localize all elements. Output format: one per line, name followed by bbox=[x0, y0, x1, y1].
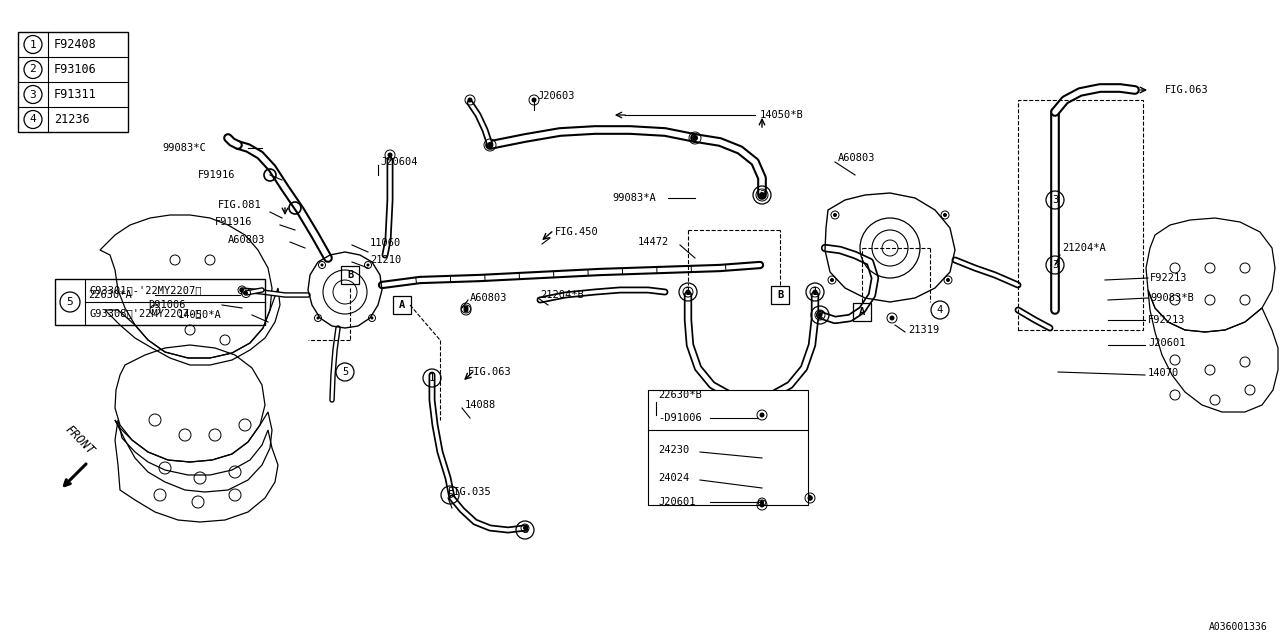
Text: 21236: 21236 bbox=[54, 113, 90, 126]
Text: FIG.063: FIG.063 bbox=[1165, 85, 1208, 95]
Text: 14088: 14088 bbox=[465, 400, 497, 410]
Bar bbox=[771, 286, 788, 304]
Text: F92213: F92213 bbox=[1149, 273, 1188, 283]
Circle shape bbox=[366, 264, 370, 266]
Text: 21319: 21319 bbox=[908, 325, 940, 335]
Text: 22630*A: 22630*A bbox=[88, 290, 132, 300]
Text: 14070: 14070 bbox=[1148, 368, 1179, 378]
Text: 14050*A: 14050*A bbox=[178, 310, 221, 320]
Text: 2: 2 bbox=[29, 65, 36, 74]
Text: FIG.035: FIG.035 bbox=[448, 487, 492, 497]
Text: 1: 1 bbox=[812, 287, 818, 297]
Text: FRONT: FRONT bbox=[63, 422, 97, 457]
Text: F93106: F93106 bbox=[54, 63, 97, 76]
Text: J20601: J20601 bbox=[1148, 338, 1185, 348]
Text: F92213: F92213 bbox=[1148, 315, 1185, 325]
Text: A60803: A60803 bbox=[838, 153, 876, 163]
Bar bbox=[1018, 100, 1143, 330]
Text: 99083*C: 99083*C bbox=[163, 143, 206, 153]
Text: 14050*B: 14050*B bbox=[760, 110, 804, 120]
Circle shape bbox=[244, 291, 248, 295]
Text: 2: 2 bbox=[759, 190, 765, 200]
Text: 22630*B: 22630*B bbox=[658, 390, 701, 400]
Circle shape bbox=[320, 264, 324, 266]
Text: -D91006: -D91006 bbox=[658, 413, 701, 423]
Text: 14472: 14472 bbox=[637, 237, 669, 247]
Circle shape bbox=[759, 192, 765, 198]
Circle shape bbox=[241, 288, 244, 292]
Text: F91311: F91311 bbox=[54, 88, 97, 101]
Text: 24230: 24230 bbox=[658, 445, 689, 455]
Text: D91006: D91006 bbox=[148, 300, 186, 310]
Circle shape bbox=[759, 413, 764, 417]
Circle shape bbox=[813, 289, 818, 294]
Text: 24024: 24024 bbox=[658, 473, 689, 483]
Circle shape bbox=[943, 213, 947, 217]
Text: 5: 5 bbox=[447, 490, 453, 500]
Text: 21210: 21210 bbox=[370, 255, 401, 265]
Text: 1: 1 bbox=[29, 40, 36, 49]
Circle shape bbox=[524, 526, 527, 530]
Text: F92408: F92408 bbox=[54, 38, 97, 51]
Circle shape bbox=[370, 317, 374, 319]
Bar bbox=[55, 279, 265, 325]
Text: G93301（-'22MY2207）: G93301（-'22MY2207） bbox=[90, 285, 201, 296]
Text: G93308（'22MY2207-）: G93308（'22MY2207-） bbox=[90, 308, 201, 319]
Text: 99083*A: 99083*A bbox=[612, 193, 655, 203]
Circle shape bbox=[486, 142, 493, 148]
Bar bbox=[393, 296, 411, 314]
Text: J20603: J20603 bbox=[538, 91, 575, 101]
Text: 1: 1 bbox=[429, 373, 435, 383]
Text: FIG.450: FIG.450 bbox=[556, 227, 599, 237]
Text: 3: 3 bbox=[29, 90, 36, 99]
Circle shape bbox=[316, 317, 320, 319]
Circle shape bbox=[946, 278, 950, 282]
Bar bbox=[648, 390, 808, 505]
Text: FIG.081: FIG.081 bbox=[218, 200, 261, 210]
Circle shape bbox=[808, 495, 813, 500]
Circle shape bbox=[759, 502, 764, 508]
Circle shape bbox=[890, 316, 895, 321]
Text: 1: 1 bbox=[685, 287, 691, 297]
Circle shape bbox=[760, 500, 764, 504]
Text: 3: 3 bbox=[522, 525, 529, 535]
Text: F91916: F91916 bbox=[215, 217, 252, 227]
Text: 3: 3 bbox=[1052, 260, 1059, 270]
Text: 4: 4 bbox=[937, 305, 943, 315]
Circle shape bbox=[833, 213, 837, 217]
Circle shape bbox=[829, 278, 835, 282]
Circle shape bbox=[531, 97, 536, 102]
Text: J20604: J20604 bbox=[380, 157, 417, 167]
Text: 21204*B: 21204*B bbox=[540, 290, 584, 300]
Text: 21204*A: 21204*A bbox=[1062, 243, 1106, 253]
Text: B: B bbox=[777, 290, 783, 300]
Text: 99083*B: 99083*B bbox=[1149, 293, 1194, 303]
Text: A: A bbox=[399, 300, 406, 310]
Bar bbox=[852, 303, 870, 321]
Text: 11060: 11060 bbox=[370, 238, 401, 248]
Text: B: B bbox=[347, 270, 353, 280]
Text: 4: 4 bbox=[29, 115, 36, 125]
Text: FIG.063: FIG.063 bbox=[468, 367, 512, 377]
Text: 5: 5 bbox=[342, 367, 348, 377]
Circle shape bbox=[388, 152, 393, 157]
Text: 5: 5 bbox=[67, 297, 73, 307]
Text: A: A bbox=[859, 307, 865, 317]
Bar bbox=[18, 32, 128, 132]
Text: A60803: A60803 bbox=[470, 293, 507, 303]
Bar bbox=[340, 266, 358, 284]
Text: 3: 3 bbox=[1052, 195, 1059, 205]
Circle shape bbox=[686, 289, 690, 294]
Text: F91916: F91916 bbox=[198, 170, 236, 180]
Circle shape bbox=[463, 307, 468, 312]
Circle shape bbox=[463, 305, 468, 310]
Circle shape bbox=[692, 135, 698, 141]
Text: A036001336: A036001336 bbox=[1210, 622, 1268, 632]
Text: 2: 2 bbox=[817, 310, 823, 320]
Circle shape bbox=[818, 312, 823, 317]
Text: A60803: A60803 bbox=[228, 235, 265, 245]
Circle shape bbox=[467, 97, 472, 102]
Text: J20601: J20601 bbox=[658, 497, 695, 507]
